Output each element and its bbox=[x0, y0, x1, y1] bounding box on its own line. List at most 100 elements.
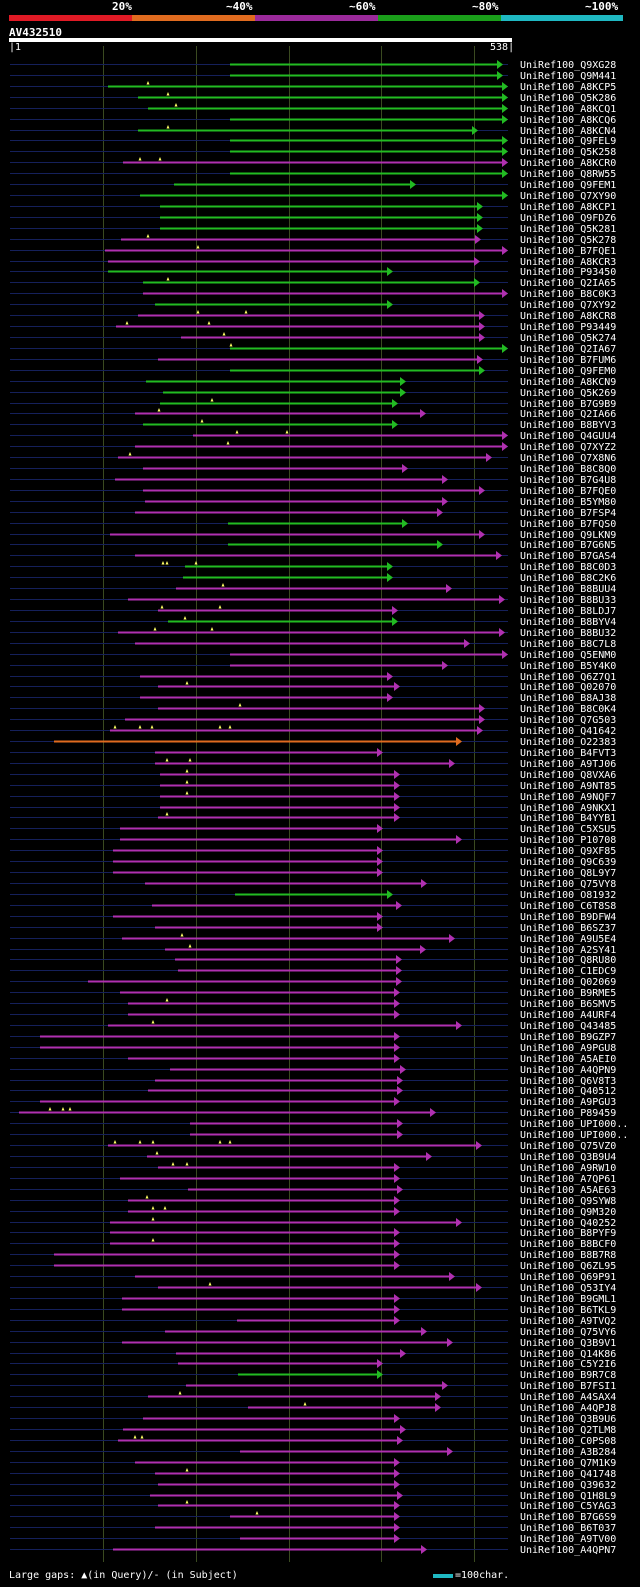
hit-label[interactable]: UniRef100_Q8RW55 bbox=[520, 169, 616, 180]
hit-label[interactable]: UniRef100_C6T8S8 bbox=[520, 901, 616, 912]
hit-label[interactable]: UniRef100_Q7G503 bbox=[520, 715, 616, 726]
hit-row[interactable]: UniRef100_Q75VZ0 bbox=[10, 1140, 616, 1152]
hit-row[interactable]: UniRef100_Q8L9Y7 bbox=[10, 868, 616, 879]
hit-label[interactable]: UniRef100_Q9M441 bbox=[520, 71, 616, 82]
hit-label[interactable]: UniRef100_Q9XF85 bbox=[520, 846, 616, 857]
hit-row[interactable]: UniRef100_A7QP61 bbox=[10, 1174, 616, 1185]
hit-row[interactable]: UniRef100_A9NQF7 bbox=[10, 791, 616, 803]
hit-label[interactable]: UniRef100_B8BUU4 bbox=[520, 584, 616, 595]
hit-row[interactable]: UniRef100_C5Y2I6 bbox=[10, 1359, 616, 1370]
hit-label[interactable]: UniRef100_A9TVQ2 bbox=[520, 1316, 616, 1327]
hit-row[interactable]: UniRef100_A9TVQ2 bbox=[10, 1316, 616, 1327]
hit-label[interactable]: UniRef100_Q7XY92 bbox=[520, 300, 616, 311]
hit-label[interactable]: UniRef100_B8BCF0 bbox=[520, 1239, 616, 1250]
hit-row[interactable]: UniRef100_Q3B9U6 bbox=[10, 1414, 616, 1425]
hit-row[interactable]: UniRef100_A3B284 bbox=[10, 1447, 616, 1458]
hit-row[interactable]: UniRef100_Q5ENM0 bbox=[10, 650, 616, 661]
hit-label[interactable]: UniRef100_Q5ENM0 bbox=[520, 650, 616, 661]
hit-label[interactable]: UniRef100_B9GML1 bbox=[520, 1294, 616, 1305]
hit-row[interactable]: UniRef100_B8BCF0 bbox=[10, 1238, 616, 1250]
hit-row[interactable]: UniRef100_B7G4U8 bbox=[10, 475, 616, 486]
hit-label[interactable]: UniRef100_B7G9B9 bbox=[520, 399, 616, 410]
hit-row[interactable]: UniRef100_B9RME5 bbox=[10, 988, 616, 999]
hit-row[interactable]: UniRef100_B8LDJ7 bbox=[10, 605, 616, 617]
hit-label[interactable]: UniRef100_B8C2K6 bbox=[520, 573, 616, 584]
hit-label[interactable]: UniRef100_Q14K86 bbox=[520, 1349, 616, 1360]
hit-label[interactable]: UniRef100_Q9FEL9 bbox=[520, 136, 616, 147]
hit-row[interactable]: UniRef100_Q43485 bbox=[10, 1020, 616, 1032]
hit-row[interactable]: UniRef100_Q9XG28 bbox=[10, 60, 616, 71]
hit-row[interactable]: UniRef100_C6T8S8 bbox=[10, 901, 616, 912]
hit-row[interactable]: UniRef100_Q9C639 bbox=[10, 857, 616, 868]
hit-label[interactable]: UniRef100_A9NKX1 bbox=[520, 803, 616, 814]
hit-row[interactable]: UniRef100_Q2IA65 bbox=[10, 277, 616, 289]
hit-row[interactable]: UniRef100_P89459 bbox=[10, 1107, 616, 1119]
hit-row[interactable]: UniRef100_A8KCR3 bbox=[10, 257, 616, 268]
hit-label[interactable]: UniRef100_Q75VY8 bbox=[520, 879, 616, 890]
hit-row[interactable]: UniRef100_B7FSI1 bbox=[10, 1381, 616, 1392]
hit-row[interactable]: UniRef100_P93450 bbox=[10, 267, 616, 278]
hit-row[interactable]: UniRef100_Q7XY90 bbox=[10, 191, 616, 202]
hit-row[interactable]: UniRef100_A4SAX4 bbox=[10, 1391, 616, 1403]
hit-row[interactable]: UniRef100_Q7G503 bbox=[10, 715, 616, 726]
hit-row[interactable]: UniRef100_B7FQS0 bbox=[10, 519, 616, 530]
hit-row[interactable]: UniRef100_Q9M320 bbox=[10, 1206, 616, 1218]
hit-label[interactable]: UniRef100_B4YYB1 bbox=[520, 813, 616, 824]
hit-row[interactable]: UniRef100_P10708 bbox=[10, 835, 616, 846]
hit-label[interactable]: UniRef100_C5Y2I6 bbox=[520, 1359, 616, 1370]
hit-row[interactable]: UniRef100_Q8RU80 bbox=[10, 955, 616, 966]
hit-label[interactable]: UniRef100_B5Y4K0 bbox=[520, 661, 616, 672]
hit-label[interactable]: UniRef100_Q9FEM1 bbox=[520, 180, 616, 191]
hit-row[interactable]: UniRef100_A8KCN9 bbox=[10, 377, 616, 388]
hit-row[interactable]: UniRef100_A5AE63 bbox=[10, 1185, 616, 1196]
hit-label[interactable]: UniRef100_Q02070 bbox=[520, 682, 616, 693]
hit-label[interactable]: UniRef100_Q8RU80 bbox=[520, 955, 616, 966]
hit-label[interactable]: UniRef100_B8C0D3 bbox=[520, 562, 616, 573]
hit-row[interactable]: UniRef100_Q9FEL9 bbox=[10, 136, 616, 147]
hit-label[interactable]: UniRef100_Q9C639 bbox=[520, 857, 616, 868]
hit-row[interactable]: UniRef100_A8KCR8 bbox=[10, 310, 616, 322]
hit-label[interactable]: UniRef100_B7FUM6 bbox=[520, 355, 616, 366]
hit-label[interactable]: UniRef100_Q53IY4 bbox=[520, 1283, 616, 1294]
hit-label[interactable]: UniRef100_B7G6N5 bbox=[520, 540, 616, 551]
hit-row[interactable]: UniRef100_Q9FDZ6 bbox=[10, 213, 616, 224]
hit-row[interactable]: UniRef100_B8C0D3 bbox=[10, 561, 616, 573]
hit-label[interactable]: UniRef100_B7GAS4 bbox=[520, 551, 616, 562]
hit-row[interactable]: UniRef100_Q6Z7Q1 bbox=[10, 672, 616, 683]
hit-row[interactable]: UniRef100_P93449 bbox=[10, 321, 616, 333]
hit-row[interactable]: UniRef100_A9RW10 bbox=[10, 1162, 616, 1174]
hit-row[interactable]: UniRef100_Q41642 bbox=[10, 725, 616, 737]
hit-label[interactable]: UniRef100_A9RW10 bbox=[520, 1163, 616, 1174]
hit-label[interactable]: UniRef100_B8C0K3 bbox=[520, 289, 616, 300]
hit-row[interactable]: UniRef100_Q7X8N6 bbox=[10, 452, 616, 464]
hit-row[interactable]: UniRef100_Q6V8T3 bbox=[10, 1076, 616, 1087]
hit-label[interactable]: UniRef100_B8C0K4 bbox=[520, 704, 616, 715]
hit-label[interactable]: UniRef100_B6TKL9 bbox=[520, 1305, 616, 1316]
hit-label[interactable]: UniRef100_B9RME5 bbox=[520, 988, 616, 999]
hit-row[interactable]: UniRef100_B6T037 bbox=[10, 1523, 616, 1534]
hit-label[interactable]: UniRef100_Q41748 bbox=[520, 1469, 616, 1480]
hit-row[interactable]: UniRef100_UPI000.. bbox=[10, 1119, 628, 1130]
hit-row[interactable]: UniRef100_B7FQE0 bbox=[10, 486, 616, 497]
hit-row[interactable]: UniRef100_A4QPN7 bbox=[10, 1545, 616, 1556]
hit-label[interactable]: UniRef100_Q41642 bbox=[520, 726, 616, 737]
hit-label[interactable]: UniRef100_Q8VXA6 bbox=[520, 770, 616, 781]
hit-label[interactable]: UniRef100_Q5K258 bbox=[520, 147, 616, 158]
hit-label[interactable]: UniRef100_Q6ZL95 bbox=[520, 1261, 616, 1272]
hit-row[interactable]: UniRef100_C1EDC9 bbox=[10, 966, 616, 977]
hit-label[interactable]: UniRef100_B9DFW4 bbox=[520, 912, 616, 923]
hit-row[interactable]: UniRef100_B8AJ38 bbox=[10, 693, 616, 704]
hit-label[interactable]: UniRef100_Q9M320 bbox=[520, 1207, 616, 1218]
hit-row[interactable]: UniRef100_B7FUM6 bbox=[10, 355, 616, 366]
hit-label[interactable]: UniRef100_A9U5E4 bbox=[520, 934, 616, 945]
hit-row[interactable]: UniRef100_Q40512 bbox=[10, 1086, 616, 1097]
hit-label[interactable]: UniRef100_A8KCN4 bbox=[520, 126, 616, 137]
hit-label[interactable]: UniRef100_P93450 bbox=[520, 267, 616, 278]
hit-row[interactable]: UniRef100_B9R7C8 bbox=[10, 1370, 616, 1381]
hit-row[interactable]: UniRef100_Q5K281 bbox=[10, 224, 616, 235]
hit-label[interactable]: UniRef100_A8KCP5 bbox=[520, 82, 616, 93]
hit-row[interactable]: UniRef100_A4QPJ8 bbox=[10, 1402, 616, 1414]
hit-label[interactable]: UniRef100_B8BU33 bbox=[520, 595, 616, 606]
hit-row[interactable]: UniRef100_B8BYV4 bbox=[10, 616, 616, 628]
hit-label[interactable]: UniRef100_Q3B9U6 bbox=[520, 1414, 616, 1425]
